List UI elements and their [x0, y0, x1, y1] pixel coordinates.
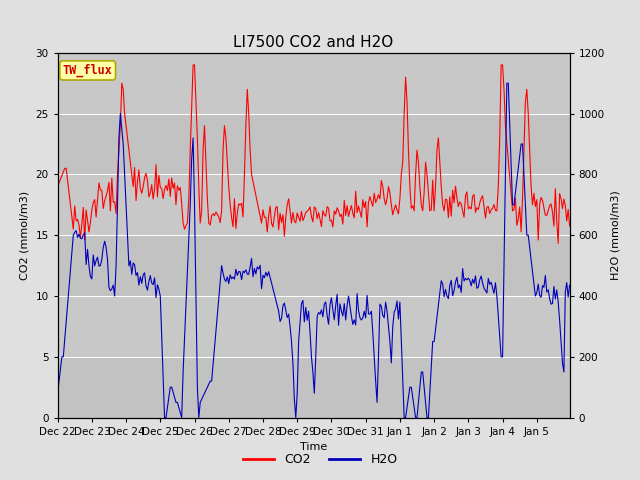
Bar: [58, 357, 570, 418]
Title: LI7500 CO2 and H2O: LI7500 CO2 and H2O: [234, 35, 394, 50]
Text: TW_flux: TW_flux: [63, 64, 113, 77]
X-axis label: Time: Time: [300, 442, 327, 452]
Bar: [58, 235, 570, 296]
Y-axis label: H2O (mmol/m3): H2O (mmol/m3): [611, 191, 620, 280]
Bar: [58, 114, 570, 174]
Legend: CO2, H2O: CO2, H2O: [237, 448, 403, 471]
Y-axis label: CO2 (mmol/m3): CO2 (mmol/m3): [20, 191, 30, 280]
